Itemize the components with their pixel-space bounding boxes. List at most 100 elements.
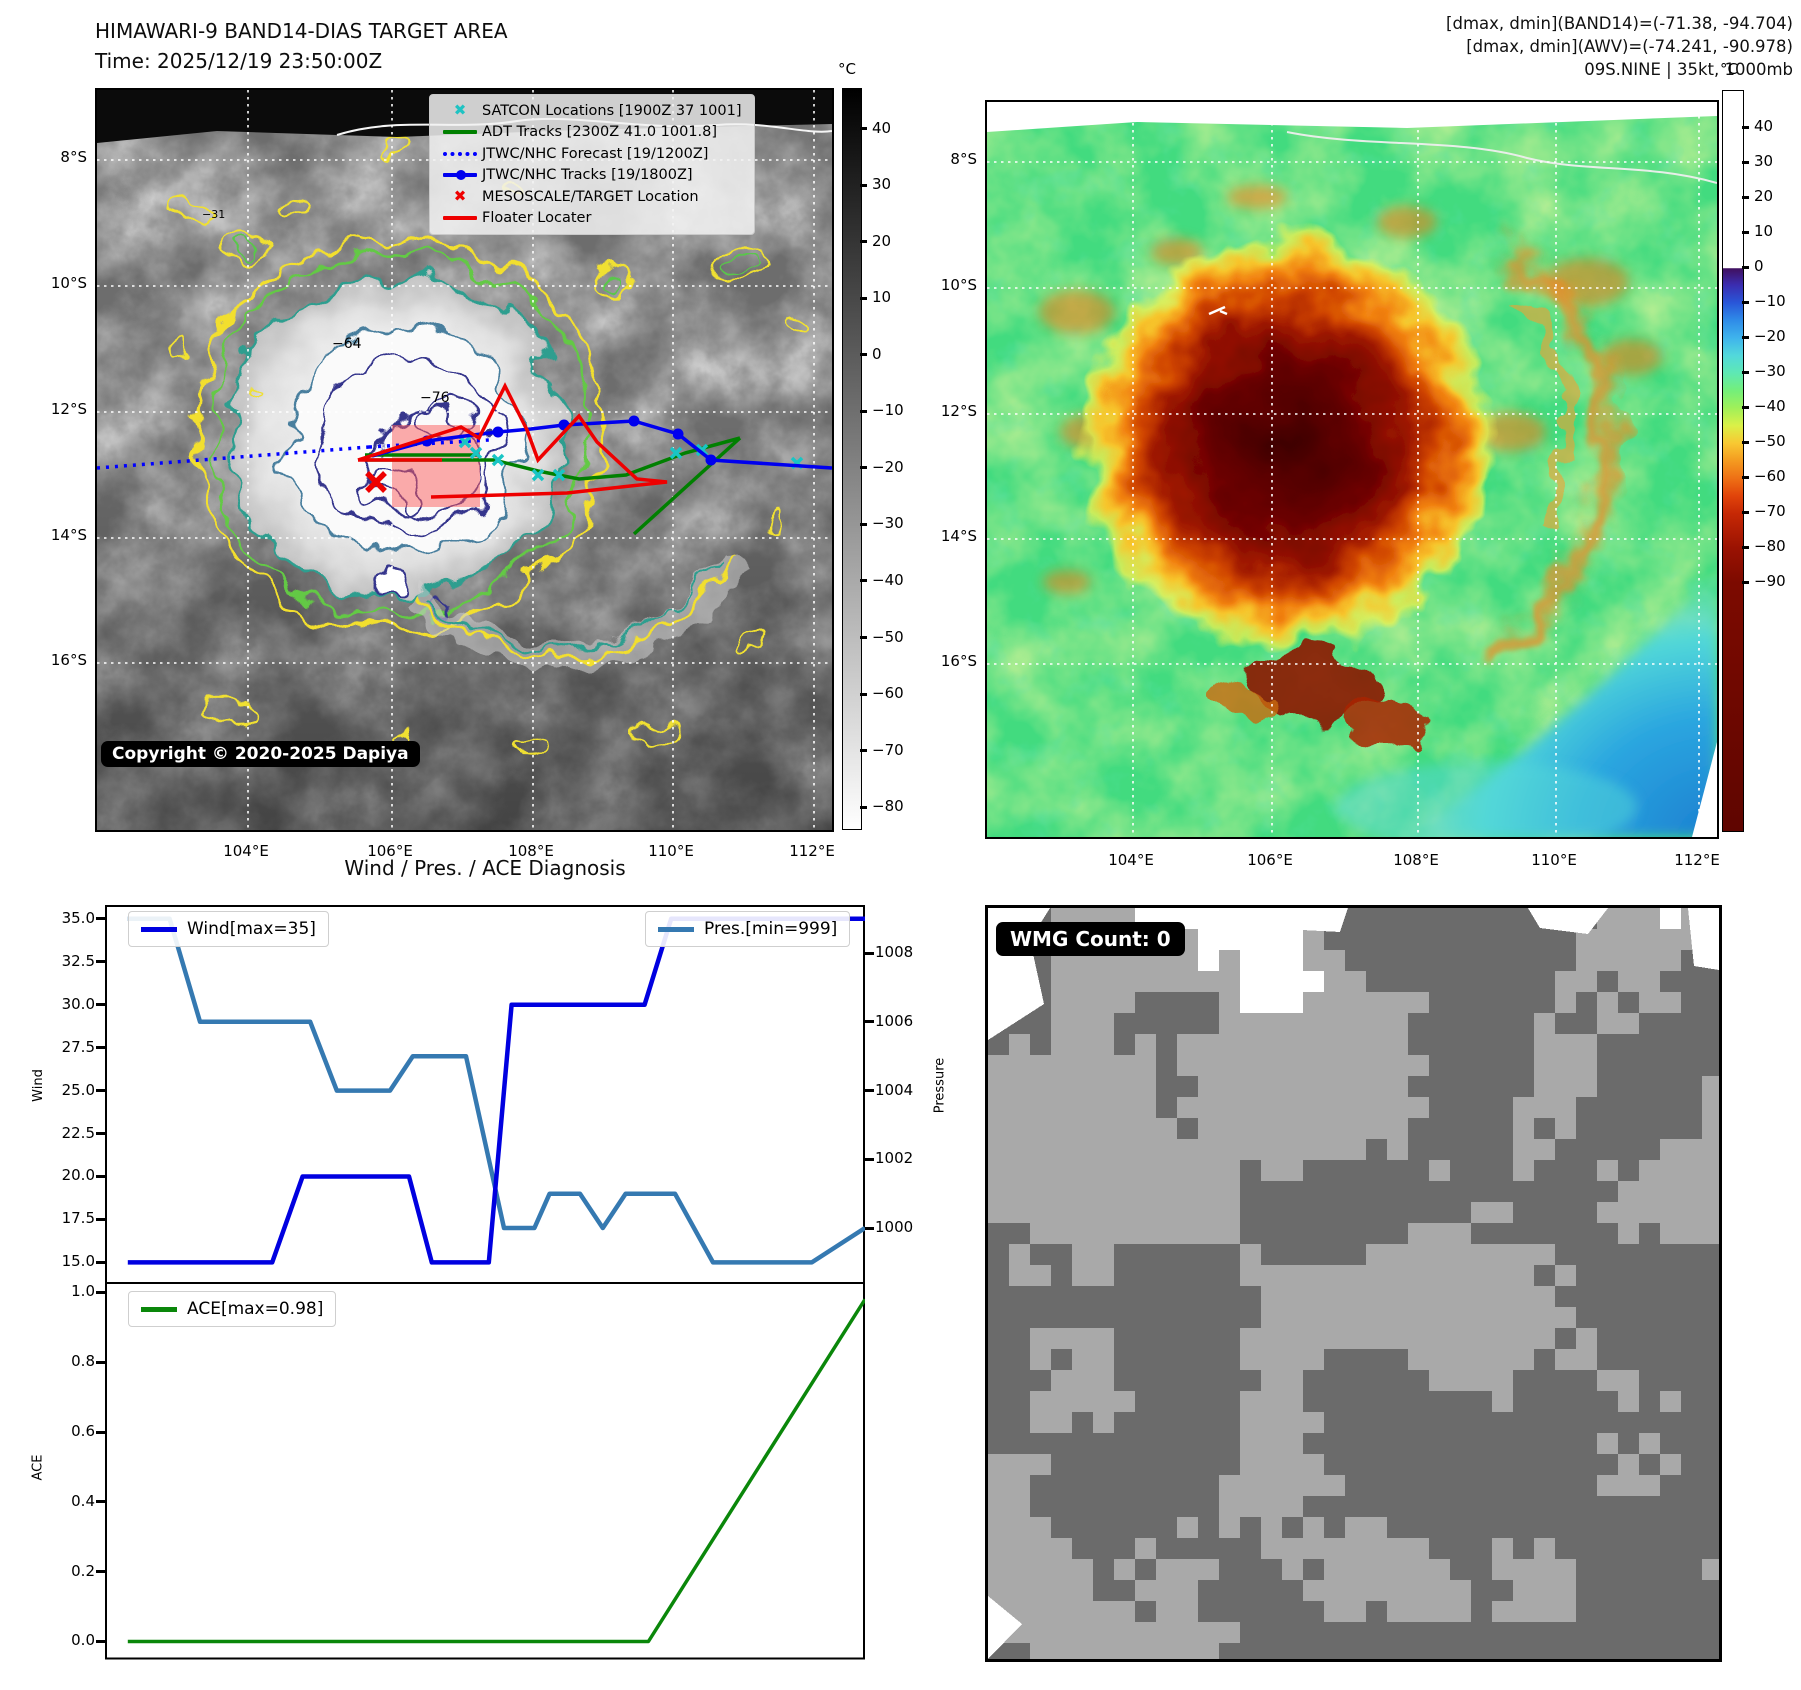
legend-row: JTWC/NHC Forecast [19/1200Z] — [438, 143, 744, 165]
awv-colorbar — [1722, 90, 1744, 832]
tick-mark — [96, 1360, 105, 1364]
tick-mark — [860, 127, 867, 131]
tick-mark — [860, 240, 867, 244]
band14-lat-tick: 8°S — [60, 148, 87, 166]
tick-mark — [1742, 300, 1749, 304]
ace-tick: 0.0 — [71, 1631, 95, 1650]
band14-title: HIMAWARI-9 BAND14-DIAS TARGET AREA — [95, 19, 508, 43]
ace-axis-label: ACE — [30, 1454, 46, 1481]
tick-mark — [860, 579, 867, 583]
coastline — [1286, 131, 1717, 184]
tick-mark — [1742, 125, 1749, 129]
dotted-line-icon — [438, 151, 482, 156]
awv-lon-tick: 106°E — [1247, 851, 1293, 869]
tick-mark — [1742, 230, 1749, 234]
awv-cb-tick: −90 — [1754, 572, 1786, 591]
dmax-dmin-header: [dmax, dmin](BAND14)=(-71.38, -94.704) [… — [1093, 12, 1793, 81]
band14-lat-tick: 14°S — [50, 526, 87, 544]
awv-cb-tick: −50 — [1754, 432, 1786, 451]
band14-cb-tick: −80 — [872, 797, 904, 816]
tick-mark — [1742, 370, 1749, 374]
swath-edge-top — [987, 102, 1717, 132]
wind-tick: 32.5 — [61, 951, 95, 970]
tick-mark — [865, 1226, 874, 1230]
band14-cb-tick: 20 — [872, 231, 892, 250]
graticule — [97, 90, 832, 830]
pressure-axis-label: Pressure — [932, 1057, 948, 1114]
legend-row: ✖ MESOSCALE/TARGET Location — [438, 186, 744, 208]
band14-lon-tick: 110°E — [648, 842, 694, 860]
tick-mark — [96, 1217, 105, 1221]
tick-mark — [860, 692, 867, 696]
tick-mark — [865, 1157, 874, 1161]
wind-tick: 35.0 — [61, 908, 95, 927]
wmg-mosaic — [988, 908, 1719, 1659]
wind-tick: 17.5 — [61, 1209, 95, 1228]
tick-mark — [96, 1290, 105, 1294]
ace-series-line — [127, 1298, 865, 1644]
legend-row: Floater Locater — [438, 208, 744, 230]
adt-track-line — [365, 436, 742, 536]
wind-tick: 30.0 — [61, 994, 95, 1013]
awv-cb-tick: −40 — [1754, 397, 1786, 416]
legend-row: JTWC/NHC Tracks [19/1800Z] — [438, 165, 744, 187]
band14-time: Time: 2025/12/19 23:50:00Z — [95, 49, 383, 73]
awv-map — [985, 100, 1719, 839]
floater-line — [357, 382, 668, 499]
band14-colorbar-unit: °C — [838, 60, 856, 78]
band14-title-block: HIMAWARI-9 BAND14-DIAS TARGET AREA Time:… — [95, 16, 508, 76]
band14-cb-tick: −20 — [872, 457, 904, 476]
tick-mark — [96, 1046, 105, 1050]
graticule — [987, 102, 1717, 837]
awv-colorbar-unit: °C — [1720, 60, 1738, 78]
wind-series-line — [127, 916, 865, 1265]
band14-cb-tick: −30 — [872, 514, 904, 533]
band14-lon-tick: 104°E — [223, 842, 269, 860]
pressure-tick: 1000 — [875, 1218, 914, 1237]
tick-mark — [1742, 510, 1749, 514]
pressure-series-line — [127, 916, 865, 1265]
tick-mark — [860, 296, 867, 300]
contour-label-64: −64 — [332, 336, 362, 352]
band14-lon-tick: 108°E — [508, 842, 554, 860]
awv-cb-tick: 40 — [1754, 117, 1774, 135]
tick-mark — [1742, 335, 1749, 339]
pres-legend-swatch — [658, 926, 694, 932]
tick-mark — [96, 917, 105, 921]
ace-tick: 0.8 — [71, 1352, 95, 1371]
pres-legend: Pres.[min=999] — [645, 911, 851, 947]
tick-mark — [96, 1430, 105, 1434]
wind-legend-swatch — [141, 926, 177, 932]
ace-tick: 0.4 — [71, 1491, 95, 1510]
tick-mark — [96, 1639, 105, 1643]
band14-cb-tick: −50 — [872, 627, 904, 646]
legend-label: JTWC/NHC Tracks [19/1800Z] — [482, 167, 693, 184]
target-x-marker — [365, 471, 387, 493]
tick-mark — [96, 1260, 105, 1264]
tick-mark — [96, 1003, 105, 1007]
tick-mark — [860, 466, 867, 470]
track-overlays — [97, 382, 832, 536]
awv-cb-tick: −80 — [1754, 537, 1786, 556]
satcon-x-icon: ✖ — [453, 101, 467, 120]
jtwc-track-line — [371, 419, 832, 470]
awv-storm-core — [1079, 233, 1621, 744]
pressure-tick: 1006 — [875, 1011, 914, 1030]
tick-mark — [1742, 475, 1749, 479]
cool-sector — [1407, 572, 1717, 837]
contour-label-76: −76 — [420, 390, 450, 406]
awv-cb-tick: −30 — [1754, 362, 1786, 380]
awv-lon-tick: 112°E — [1674, 851, 1720, 869]
tick-mark — [1742, 545, 1749, 549]
legend-label: SATCON Locations [1900Z 37 1001] — [482, 102, 742, 119]
tick-mark — [1742, 405, 1749, 409]
target-x-icon: ✖ — [453, 187, 467, 206]
wind-barb-glyph — [1208, 305, 1228, 316]
dmax-band14: [dmax, dmin](BAND14)=(-71.38, -94.704) — [1446, 14, 1793, 33]
awv-cb-tick: −10 — [1754, 292, 1786, 310]
awv-cb-tick: −20 — [1754, 327, 1786, 345]
band14-cb-tick: −10 — [872, 401, 904, 420]
tick-mark — [860, 805, 867, 809]
tick-mark — [1742, 580, 1749, 584]
